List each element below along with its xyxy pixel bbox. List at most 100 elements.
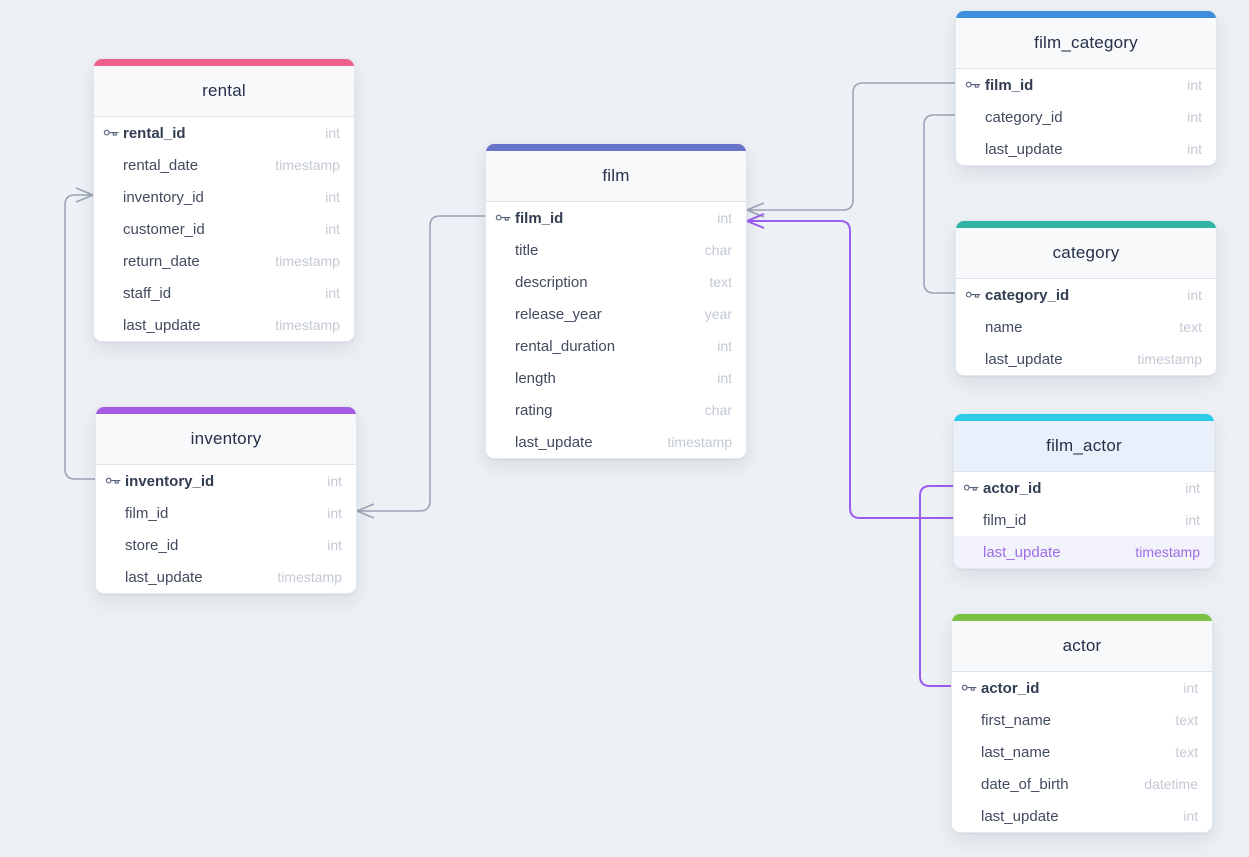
table-header[interactable]: inventory [96, 414, 356, 465]
relationship-line-film_actor-actor[interactable] [919, 485, 953, 687]
table-fields: category_id int name text last_update ti… [956, 279, 1216, 375]
field-type: year [704, 306, 732, 322]
field-row[interactable]: name text [956, 311, 1216, 343]
table-card-film_category[interactable]: film_category film_id int category_id in… [955, 10, 1217, 166]
field-row[interactable]: first_name text [952, 704, 1212, 736]
field-row[interactable]: length int [486, 362, 746, 394]
table-color-bar [952, 614, 1212, 621]
field-row[interactable]: date_of_birth datetime [952, 768, 1212, 800]
field-row[interactable]: category_id int [956, 101, 1216, 133]
primary-key-icon [103, 129, 119, 136]
relationship-line-rental-inventory[interactable] [64, 194, 95, 480]
field-row[interactable]: store_id int [96, 529, 356, 561]
primary-key-icon [105, 477, 121, 484]
field-row[interactable]: last_update int [956, 133, 1216, 165]
field-icon-slot [965, 288, 985, 302]
field-name: inventory_id [123, 188, 204, 206]
table-color-bar [94, 59, 354, 66]
field-row[interactable]: staff_id int [94, 277, 354, 309]
table-header[interactable]: film [486, 151, 746, 202]
field-row[interactable]: film_id int [486, 202, 746, 234]
field-name: actor_id [983, 479, 1042, 497]
field-icon-slot [495, 211, 515, 225]
crow-foot-marker [744, 202, 765, 218]
field-row[interactable]: last_update timestamp [94, 309, 354, 341]
field-name: title [515, 241, 539, 259]
field-type: char [704, 242, 732, 258]
field-row[interactable]: last_update int [952, 800, 1212, 832]
field-type: text [1179, 319, 1202, 335]
primary-key-icon [495, 214, 511, 221]
field-type: timestamp [275, 253, 340, 269]
field-name: date_of_birth [981, 775, 1069, 793]
field-row[interactable]: last_update timestamp [96, 561, 356, 593]
field-name: film_id [125, 504, 169, 522]
field-type: timestamp [275, 157, 340, 173]
field-row[interactable]: last_update timestamp [956, 343, 1216, 375]
field-icon-slot [103, 126, 123, 140]
field-row[interactable]: film_id int [954, 504, 1214, 536]
field-type: int [1183, 680, 1198, 696]
table-header[interactable]: category [956, 228, 1216, 279]
field-row[interactable]: actor_id int [954, 472, 1214, 504]
primary-key-icon [963, 484, 979, 491]
relationship-line-film_category-category[interactable] [923, 114, 955, 294]
field-row[interactable]: last_name text [952, 736, 1212, 768]
field-name: category_id [985, 108, 1063, 126]
table-title: film_actor [1046, 436, 1122, 455]
table-card-actor[interactable]: actor actor_id int first_name text last_… [951, 613, 1213, 833]
field-row[interactable]: film_id int [956, 69, 1216, 101]
table-color-bar [956, 221, 1216, 228]
field-row[interactable]: release_year year [486, 298, 746, 330]
field-row[interactable]: category_id int [956, 279, 1216, 311]
field-type: int [717, 370, 732, 386]
field-row[interactable]: actor_id int [952, 672, 1212, 704]
field-type: timestamp [1135, 544, 1200, 560]
field-row[interactable]: rating char [486, 394, 746, 426]
field-row[interactable]: inventory_id int [96, 465, 356, 497]
table-title: actor [1062, 636, 1102, 655]
field-type: int [717, 210, 732, 226]
field-name: rental_id [123, 124, 186, 142]
field-type: int [1187, 287, 1202, 303]
table-header[interactable]: film_actor [954, 421, 1214, 472]
table-card-film_actor[interactable]: film_actor actor_id int film_id int last… [953, 413, 1215, 569]
field-type: int [1185, 480, 1200, 496]
table-card-category[interactable]: category category_id int name text last_… [955, 220, 1217, 376]
relationship-line-film-film_category[interactable] [747, 82, 955, 211]
field-row[interactable]: customer_id int [94, 213, 354, 245]
field-row[interactable]: return_date timestamp [94, 245, 354, 277]
field-name: last_update [985, 140, 1063, 158]
field-type: text [709, 274, 732, 290]
table-card-film[interactable]: film film_id int title char description … [485, 143, 747, 459]
field-row[interactable]: last_update timestamp [486, 426, 746, 458]
field-type: char [704, 402, 732, 418]
field-row[interactable]: inventory_id int [94, 181, 354, 213]
field-row[interactable]: last_update timestamp [954, 536, 1214, 568]
field-row[interactable]: title char [486, 234, 746, 266]
field-icon-slot [965, 78, 985, 92]
field-name: film_id [983, 511, 1027, 529]
field-row[interactable]: rental_id int [94, 117, 354, 149]
field-name: last_update [515, 433, 593, 451]
table-card-inventory[interactable]: inventory inventory_id int film_id int s… [95, 406, 357, 594]
field-row[interactable]: description text [486, 266, 746, 298]
field-name: last_update [983, 543, 1061, 561]
field-type: int [325, 285, 340, 301]
table-header[interactable]: rental [94, 66, 354, 117]
field-name: store_id [125, 536, 179, 554]
table-card-rental[interactable]: rental rental_id int rental_date timesta… [93, 58, 355, 342]
field-row[interactable]: rental_duration int [486, 330, 746, 362]
relationship-line-film-film_actor[interactable] [747, 220, 953, 519]
relationship-line-inventory-film[interactable] [357, 215, 485, 512]
primary-key-icon [965, 291, 981, 298]
table-header[interactable]: actor [952, 621, 1212, 672]
table-color-bar [954, 414, 1214, 421]
field-row[interactable]: rental_date timestamp [94, 149, 354, 181]
field-name: name [985, 318, 1023, 336]
table-header[interactable]: film_category [956, 18, 1216, 69]
field-row[interactable]: film_id int [96, 497, 356, 529]
crow-foot-marker [744, 213, 765, 229]
